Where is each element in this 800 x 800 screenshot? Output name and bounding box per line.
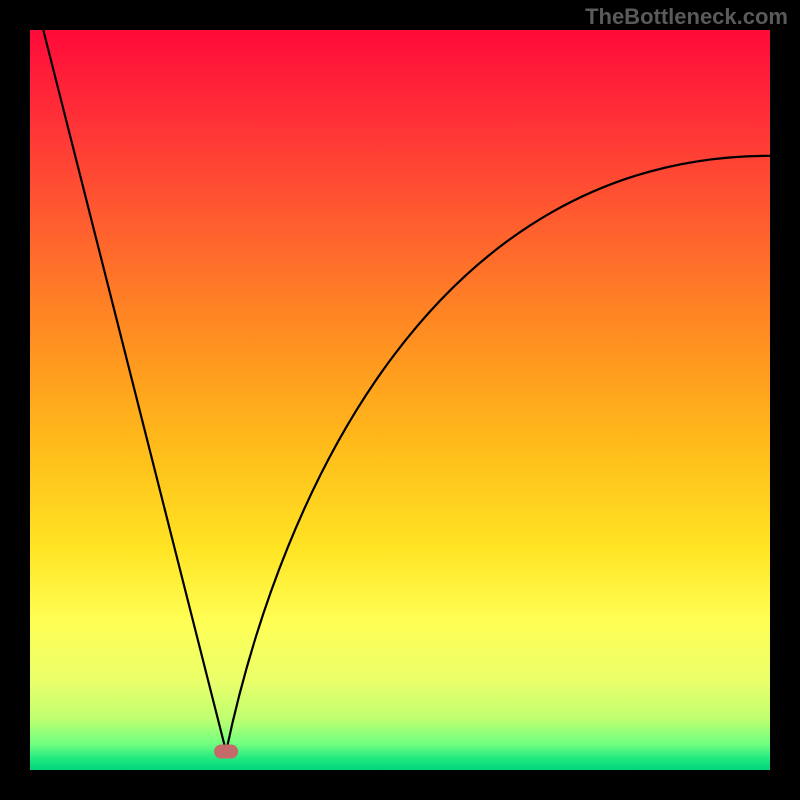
chart-container: TheBottleneck.com: [0, 0, 800, 800]
plot-gradient-background: [30, 30, 770, 770]
bottleneck-chart: [0, 0, 800, 800]
watermark-text: TheBottleneck.com: [585, 4, 788, 30]
vertex-marker: [214, 745, 238, 759]
